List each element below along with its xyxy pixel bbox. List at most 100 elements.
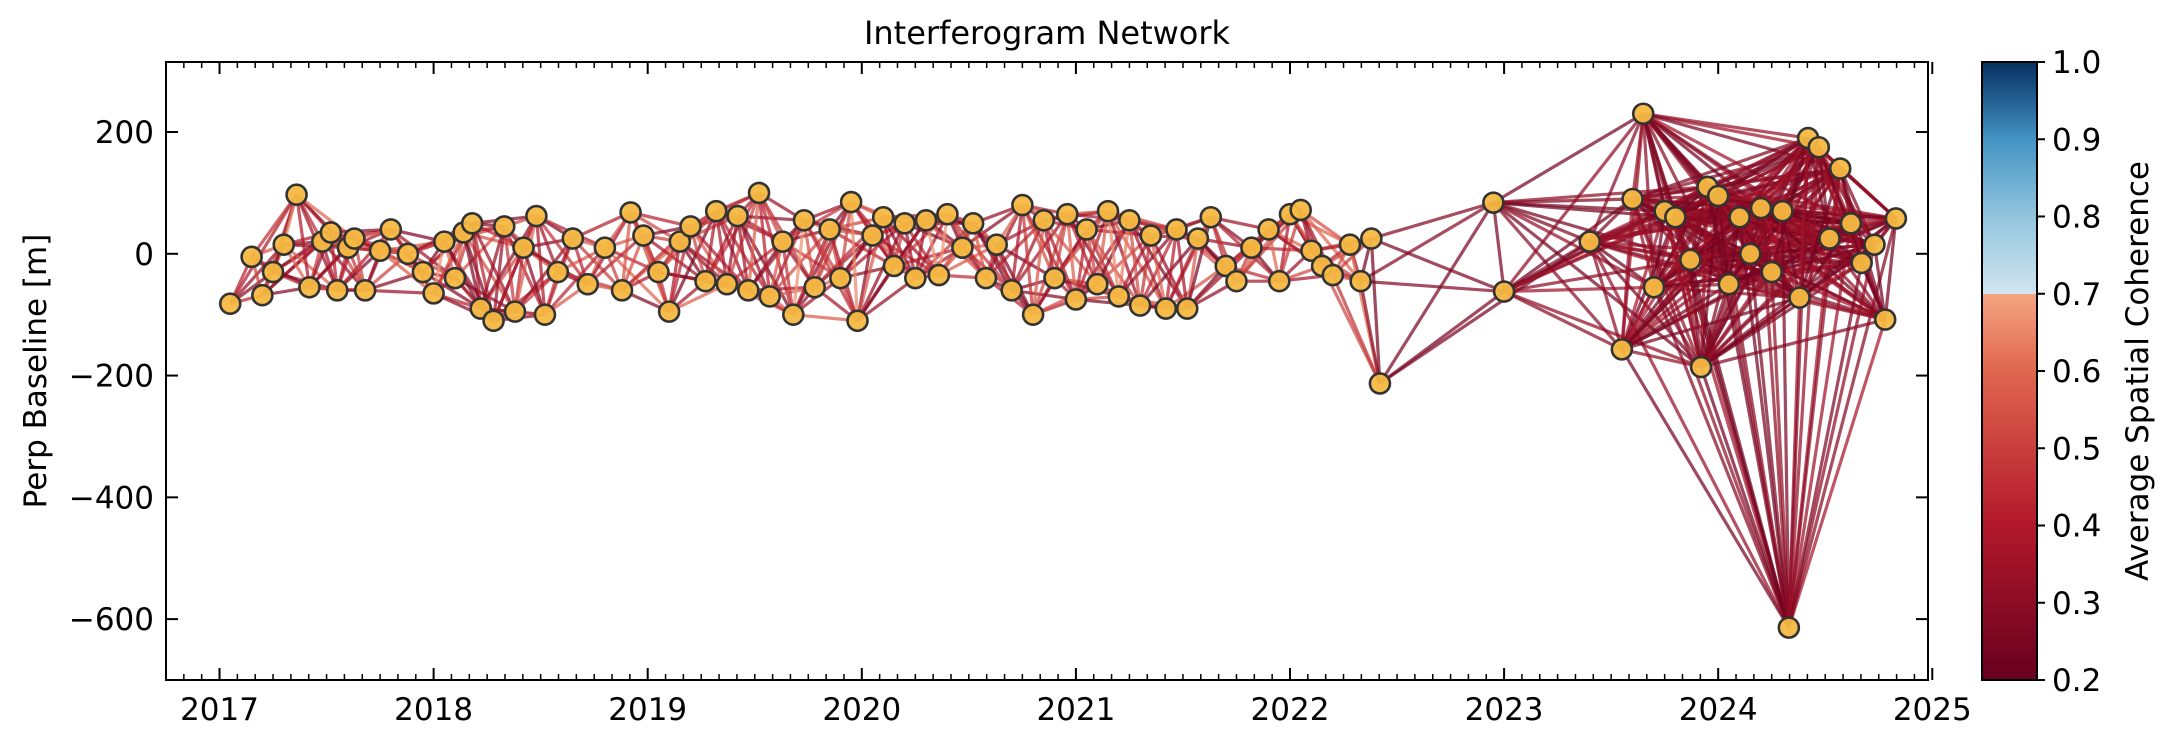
interferogram-line <box>1621 347 1702 369</box>
acquisition-point <box>1621 187 1644 211</box>
acquisition-point <box>1056 202 1079 226</box>
interferogram-line <box>1797 138 1810 298</box>
acquisition-point <box>443 266 467 290</box>
interferogram-line <box>1839 167 1897 220</box>
interferogram-line <box>228 193 298 305</box>
acquisition-point <box>1349 269 1372 293</box>
acquisition-point <box>679 215 702 238</box>
interferogram-line <box>736 215 750 291</box>
colorbar-ticks: 1.0 0.9 0.8 0.7 0.6 0.5 0.4 0.3 0.2 <box>2037 45 2101 699</box>
interferogram-line <box>1652 210 1667 288</box>
interferogram-line <box>1503 290 1702 369</box>
interferogram-line <box>543 246 607 316</box>
x-tick-label: 2023 <box>1465 692 1544 728</box>
interferogram-line <box>1699 216 1742 368</box>
acquisition-point <box>298 275 321 299</box>
interferogram-line <box>522 247 547 316</box>
x-tick-label: 2018 <box>394 692 473 728</box>
acquisition-point <box>927 263 951 287</box>
x-tick-label: 2019 <box>608 692 687 728</box>
acquisition-point <box>1032 209 1056 232</box>
interferogram-line <box>1588 113 1645 243</box>
colorbar-tick-label: 0.8 <box>2052 200 2101 236</box>
interferogram-line <box>1748 253 1791 628</box>
interferogram-line <box>1759 137 1810 210</box>
interferogram-line <box>1186 246 1253 310</box>
plot-frame <box>165 61 1929 681</box>
colorbar-tick-label: 0.9 <box>2052 122 2101 158</box>
acquisition-point <box>882 254 906 278</box>
interferogram-line <box>1717 136 1809 198</box>
acquisition-point <box>525 204 548 228</box>
acquisition-point <box>1257 218 1280 241</box>
acquisition-point <box>546 260 570 284</box>
acquisition-point <box>1360 227 1383 250</box>
acquisition-point <box>1873 308 1897 331</box>
interferogram-line <box>961 203 1024 250</box>
acquisition-point <box>904 266 927 290</box>
interferogram-line <box>1652 216 1677 288</box>
interferogram-line <box>1491 202 1506 292</box>
acquisition-point <box>936 202 959 226</box>
interferogram-line <box>1095 210 1110 285</box>
acquisition-point <box>261 260 285 284</box>
y-tick-label: −400 <box>69 480 154 516</box>
acquisition-point <box>1492 280 1516 303</box>
x-tick-label: 2020 <box>822 692 901 728</box>
acquisition-point <box>1165 218 1188 241</box>
interferogram-line <box>1492 201 1624 351</box>
interferogram-line <box>1164 229 1179 309</box>
x-tick-label: 2022 <box>1251 692 1330 728</box>
interferogram-line <box>422 270 482 310</box>
acquisition-point <box>492 215 516 238</box>
acquisition-point <box>818 218 841 241</box>
interferogram-line <box>1748 137 1810 255</box>
interferogram-line <box>802 220 817 288</box>
interferogram-line <box>714 210 729 285</box>
interferogram-line <box>725 192 761 285</box>
interferogram-line <box>1503 290 1623 351</box>
acquisition-point <box>737 279 760 302</box>
acquisition-point <box>914 209 938 232</box>
acquisition-point <box>803 275 827 299</box>
interferogram-line <box>1127 220 1142 306</box>
acquisition-point <box>1075 218 1098 241</box>
interferogram-line <box>1502 112 1645 293</box>
interferogram-line <box>1503 197 1634 293</box>
acquisition-point <box>839 190 863 214</box>
interferogram-line <box>535 215 590 286</box>
acquisition-point <box>985 233 1008 256</box>
acquisition-point <box>218 292 242 316</box>
acquisition-point <box>647 260 670 284</box>
interferogram-line <box>1787 223 1853 628</box>
interferogram-line <box>295 194 312 288</box>
interferogram-line <box>746 192 761 291</box>
interferogram-line <box>1369 238 1382 384</box>
interferogram-line <box>703 210 718 282</box>
acquisition-point <box>325 279 349 302</box>
colorbar-tick-label: 0.7 <box>2052 277 2101 313</box>
interferogram-line <box>1699 186 1710 368</box>
colorbar: 1.0 0.9 0.8 0.7 0.6 0.5 0.4 0.3 0.2 Average Spat… <box>1981 45 2156 699</box>
acquisition-point <box>747 181 771 205</box>
interferogram-line <box>1781 210 1887 321</box>
colorbar-tick-label: 0.5 <box>2052 431 2101 467</box>
interferogram-line <box>1798 217 1897 299</box>
interferogram-line <box>1872 244 1887 320</box>
y-axis-ticks: 200 0 −200 −400 −600 <box>69 115 1928 638</box>
interferogram-line <box>1706 136 1809 189</box>
acquisition-point <box>792 209 816 232</box>
interferogram-line <box>757 192 772 297</box>
acquisition-point <box>1642 275 1666 299</box>
interferogram-line <box>250 193 298 258</box>
interferogram-line <box>1688 259 1703 368</box>
acquisition-point <box>433 230 456 253</box>
interferogram-line <box>1359 280 1382 384</box>
acquisition-point <box>1828 157 1852 180</box>
chart-title: Interferogram Network <box>864 14 1231 52</box>
acquisition-point <box>593 236 617 260</box>
acquisition-point <box>1043 266 1066 290</box>
interferogram-line <box>1727 217 1742 285</box>
x-tick-label: 2024 <box>1679 692 1758 728</box>
interferogram-line <box>781 241 795 315</box>
